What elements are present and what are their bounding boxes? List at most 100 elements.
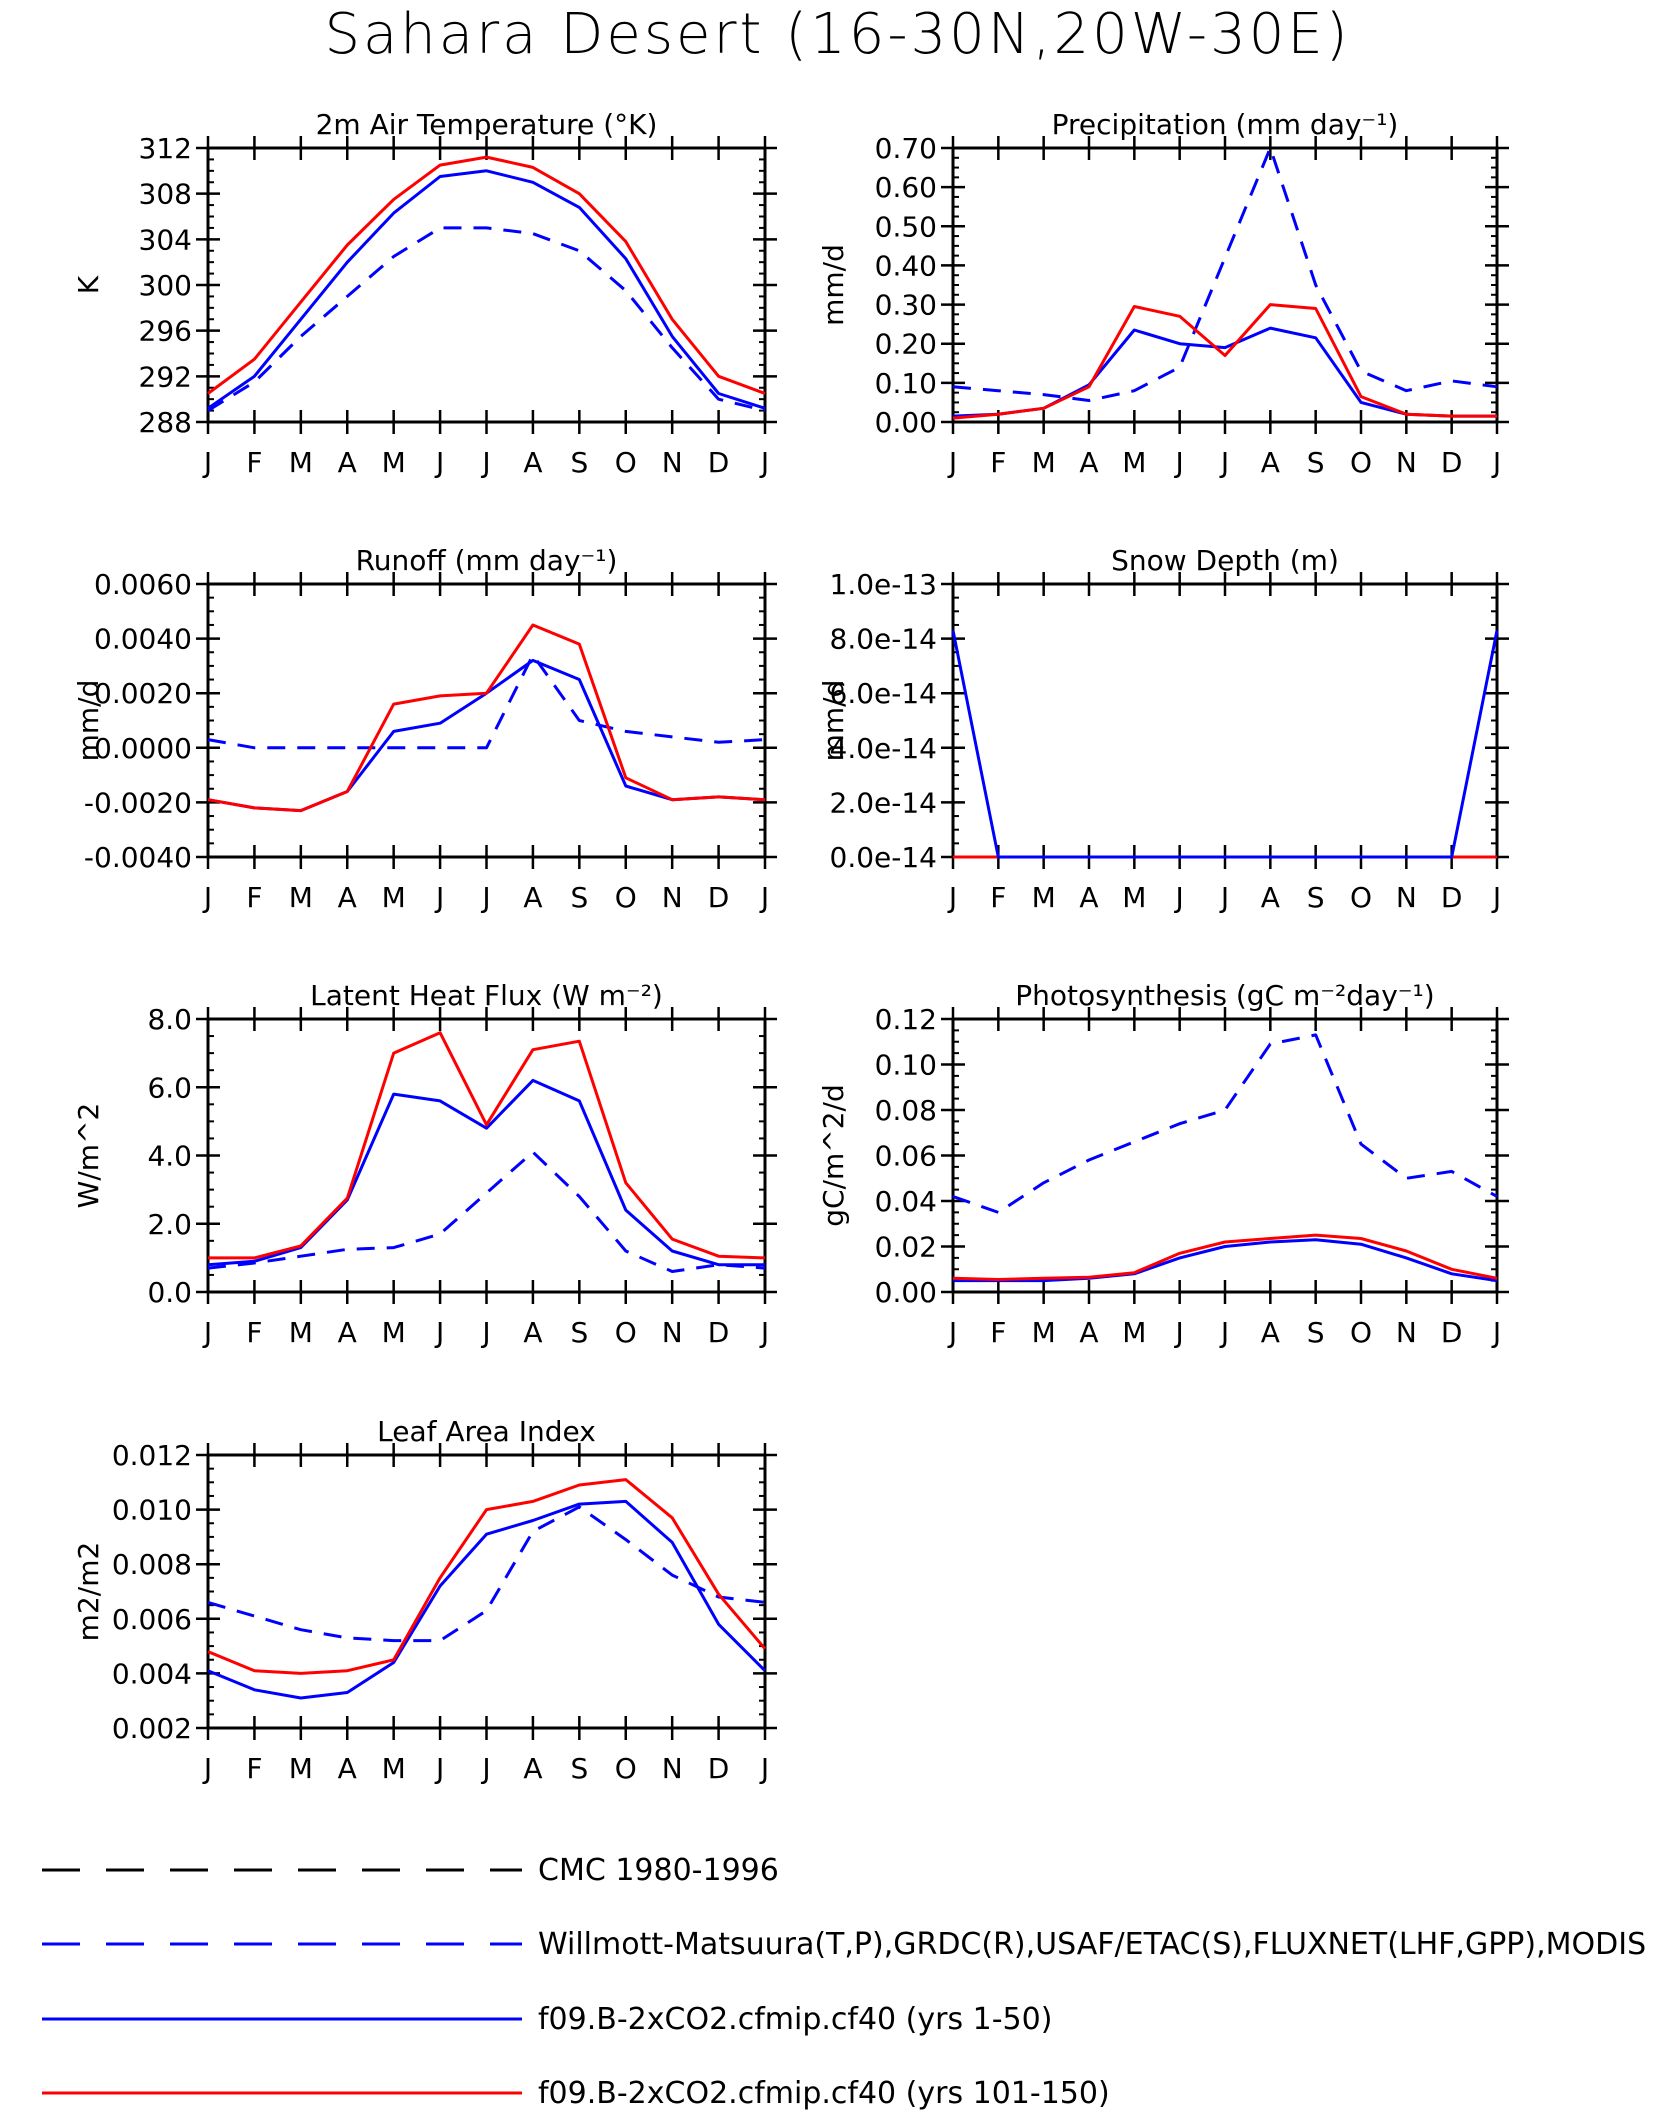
x-tick-label: O	[615, 881, 637, 914]
x-tick-label: M	[289, 1316, 313, 1349]
y-tick-label: 0.60	[875, 171, 937, 204]
x-tick-label: J	[434, 1752, 444, 1785]
series-line-0	[207, 226, 766, 413]
chart-panel-4: Latent Heat Flux (W m⁻²) 0.0 2.0 4.0 6.0 8.0 W…	[72, 979, 777, 1349]
x-tick-label: S	[570, 881, 588, 914]
x-tick-label: A	[338, 1752, 357, 1785]
y-tick-label: 0.20	[875, 328, 937, 361]
y-tick-label: 0.004	[112, 1657, 192, 1690]
y-tick-label: 2.0e-14	[830, 786, 938, 819]
series-line-1	[953, 1238, 1498, 1283]
y-tick-label: 0.10	[875, 1049, 937, 1082]
y-axis-label: mm/d	[817, 244, 850, 326]
page-title: Sahara Desert (16-30N,20W-30E)	[324, 2, 1351, 67]
y-tick-label: 6.0	[147, 1071, 192, 1104]
x-tick-label: N	[662, 881, 683, 914]
x-tick-label: J	[947, 881, 957, 914]
plot-frame	[206, 582, 767, 859]
x-tick-label: A	[338, 881, 357, 914]
y-tick-label: 0.006	[112, 1603, 192, 1636]
legend-label: CMC 1980-1996	[538, 1853, 779, 1888]
y-tick-label: 8.0	[147, 1003, 192, 1036]
x-tick-label: J	[947, 446, 957, 479]
x-tick-label: A	[338, 1316, 357, 1349]
x-tick-label: J	[1174, 446, 1184, 479]
x-tick-label: J	[202, 1752, 212, 1785]
x-tick-label: J	[480, 1316, 490, 1349]
y-tick-label: 0.0e-14	[830, 841, 938, 874]
x-tick-label: M	[382, 881, 406, 914]
x-tick-label: D	[708, 881, 730, 914]
x-tick-label: J	[1219, 1316, 1229, 1349]
chart-title: Latent Heat Flux (W m⁻²)	[310, 979, 663, 1012]
series-line-0	[207, 653, 766, 750]
x-tick-label: J	[759, 446, 769, 479]
x-tick-label: J	[202, 1316, 212, 1349]
x-tick-label: A	[1261, 1316, 1280, 1349]
x-tick-label: D	[708, 446, 730, 479]
series-line-2	[952, 303, 1497, 420]
y-tick-label: 0.0020	[94, 677, 192, 710]
x-tick-label: J	[1491, 446, 1501, 479]
x-tick-label: N	[662, 1316, 683, 1349]
legend-label: f09.B-2xCO2.cfmip.cf40 (yrs 101-150)	[538, 2076, 1110, 2111]
legend-item-2: f09.B-2xCO2.cfmip.cf40 (yrs 1-50)	[42, 2002, 1052, 2037]
x-tick-label: N	[1396, 881, 1417, 914]
x-tick-label: M	[1032, 881, 1056, 914]
y-tick-label: 0.30	[875, 289, 937, 322]
x-tick-label: A	[523, 1752, 542, 1785]
plot-frame	[951, 146, 1499, 424]
chart-title: 2m Air Temperature (°K)	[316, 108, 658, 141]
x-tick-label: J	[434, 881, 444, 914]
x-tick-label: A	[1079, 881, 1098, 914]
x-tick-label: A	[338, 446, 357, 479]
x-tick-label: J	[759, 1316, 769, 1349]
y-tick-label: 0.010	[112, 1494, 192, 1527]
x-tick-label: M	[1122, 446, 1146, 479]
legend-label: f09.B-2xCO2.cfmip.cf40 (yrs 1-50)	[538, 2002, 1052, 2037]
y-tick-label: 0.70	[875, 132, 937, 165]
y-axis-label: mm/d	[817, 680, 850, 762]
y-tick-label: 0.0060	[94, 568, 192, 601]
x-tick-label: A	[523, 881, 542, 914]
plot-frame	[206, 146, 767, 424]
x-tick-label: J	[480, 1752, 490, 1785]
chart-title: Photosynthesis (gC m⁻²day⁻¹)	[1015, 979, 1434, 1012]
y-tick-label: 288	[139, 406, 192, 439]
x-tick-label: S	[570, 446, 588, 479]
x-tick-label: J	[759, 881, 769, 914]
x-tick-label: J	[1219, 881, 1229, 914]
x-tick-label: N	[1396, 446, 1417, 479]
chart-panel-2: Runoff (mm day⁻¹) -0.0040 -0.0020 0.0000 0.0…	[72, 544, 777, 914]
y-tick-label: 0.12	[875, 1003, 937, 1036]
x-tick-label: J	[202, 446, 212, 479]
x-tick-label: J	[1174, 1316, 1184, 1349]
x-tick-label: O	[1350, 1316, 1372, 1349]
series-line-1	[952, 326, 1497, 418]
y-tick-label: 0.002	[112, 1712, 192, 1745]
y-axis-label: mm/d	[72, 680, 105, 762]
y-axis-label: W/m^2	[72, 1103, 105, 1209]
x-tick-label: J	[480, 881, 490, 914]
x-tick-label: O	[1350, 446, 1372, 479]
x-tick-label: J	[1219, 446, 1229, 479]
x-tick-label: S	[1307, 1316, 1325, 1349]
y-axis-label: gC/m^2/d	[817, 1084, 850, 1227]
x-tick-label: F	[990, 1316, 1006, 1349]
series-line-2	[207, 623, 766, 813]
y-axis-label: K	[72, 275, 105, 294]
x-tick-label: M	[1032, 1316, 1056, 1349]
plot-frame	[206, 1453, 767, 1730]
x-tick-label: S	[570, 1316, 588, 1349]
x-tick-label: J	[480, 446, 490, 479]
y-tick-label: 0.0000	[94, 732, 192, 765]
x-tick-label: M	[382, 1752, 406, 1785]
y-tick-label: 0.0040	[94, 623, 192, 656]
y-tick-label: 0.10	[875, 367, 937, 400]
x-tick-label: M	[289, 1752, 313, 1785]
series-line-1	[207, 1078, 765, 1267]
x-tick-label: F	[246, 881, 262, 914]
x-tick-label: J	[1491, 1316, 1501, 1349]
chart-panel-1: Precipitation (mm day⁻¹) 0.00 0.10 0.20 0.30…	[817, 108, 1509, 479]
series-line-0	[207, 1505, 766, 1643]
